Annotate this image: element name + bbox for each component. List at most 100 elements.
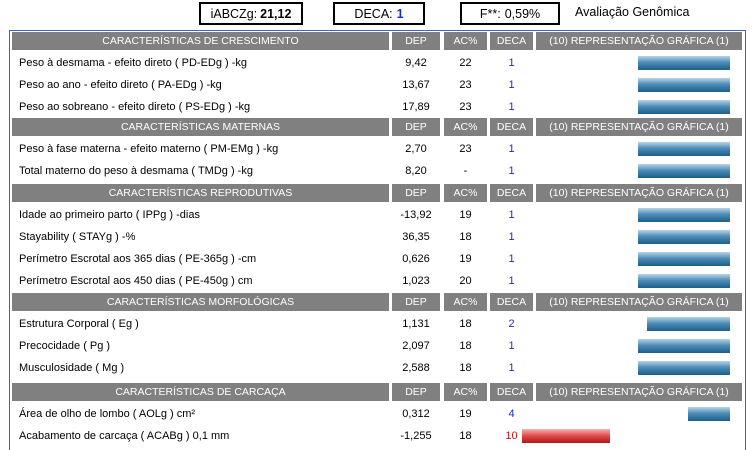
deca-value: 1 (508, 209, 515, 221)
accuracy-value: - (463, 165, 468, 177)
dep-value: -1,255 (400, 430, 432, 442)
column-header-dep: DEP (392, 383, 440, 401)
trait-row: Perímetro Escrotal aos 450 dias ( PE-450… (12, 271, 742, 291)
deca-value: 1 (508, 143, 515, 155)
trait-row: Idade ao primeiro parto ( IPPg ) -dias -1… (12, 205, 742, 225)
column-header-graph: (10) REPRESENTAÇÃO GRÁFICA (1) (536, 293, 742, 311)
deca-value: 10 (505, 430, 518, 442)
trait-row: Acabamento de carcaça ( ACABg ) 0,1 mm -1… (12, 426, 742, 446)
trait-label: Peso à desmama - efeito direto ( PD-EDg … (19, 57, 248, 69)
trait-label: Idade ao primeiro parto ( IPPg ) -dias (19, 209, 200, 221)
accuracy-value: 19 (459, 209, 472, 221)
deca-value: 1 (508, 362, 515, 374)
deca-bar (638, 164, 730, 178)
dep-value: 13,67 (402, 79, 430, 91)
deca-bar (638, 142, 730, 156)
column-header-dep: DEP (392, 293, 440, 311)
section-title: CARACTERÍSTICAS REPRODUTIVAS (12, 184, 389, 202)
section-title: CARACTERÍSTICAS DE CRESCIMENTO (12, 32, 389, 50)
iabczg-box: iABCZg: 21,12 (199, 2, 303, 25)
column-header-deca: DECA (490, 118, 533, 136)
deca-value: 1 (508, 275, 515, 287)
deca-label: DECA: (354, 6, 393, 21)
inbreeding-value: 0,59% (504, 6, 541, 21)
trait-label: Perímetro Escrotal aos 450 dias ( PE-450… (19, 275, 253, 287)
deca-bar-red (522, 429, 610, 443)
evaluation-title: Avaliação Genômica (575, 5, 690, 19)
deca-bar (638, 339, 730, 353)
column-header-dep: DEP (392, 184, 440, 202)
accuracy-value: 23 (459, 143, 472, 155)
deca-bar (638, 252, 730, 266)
column-header-ac: AC% (444, 383, 487, 401)
deca-bar (638, 361, 730, 375)
section-title: CARACTERÍSTICAS MORFOLÓGICAS (12, 293, 389, 311)
deca-bar (638, 100, 730, 114)
inbreeding-label: F**: (479, 6, 501, 21)
trait-row: Estrutura Corporal ( Eg ) 1,131 18 2 (12, 314, 742, 334)
deca-value: 1 (396, 6, 404, 21)
column-header-graph: (10) REPRESENTAÇÃO GRÁFICA (1) (536, 32, 742, 50)
trait-label: Peso à fase materna - efeito materno ( P… (19, 143, 279, 155)
dep-value: 1,023 (402, 275, 430, 287)
trait-label: Peso ao sobreano - efeito direto ( PS-ED… (19, 101, 251, 113)
dep-value: 9,42 (405, 57, 427, 69)
deca-bar (638, 230, 730, 244)
trait-row: Total materno do peso à desmama ( TMDg )… (12, 161, 742, 181)
iabczg-value: 21,12 (260, 6, 292, 21)
dep-value: 8,20 (405, 165, 427, 177)
accuracy-value: 23 (459, 79, 472, 91)
dep-value: 2,588 (402, 362, 430, 374)
dep-value: 36,35 (402, 231, 430, 243)
trait-row: Stayability ( STAYg ) -% 36,35 18 1 (12, 227, 742, 247)
inbreeding-box: F**: 0,59% (460, 2, 560, 25)
trait-label: Peso ao ano - efeito direto ( PA-EDg ) -… (19, 79, 222, 91)
deca-value: 1 (508, 340, 515, 352)
deca-value: 1 (508, 165, 515, 177)
trait-row: Precocidade ( Pg ) 2,097 18 1 (12, 336, 742, 356)
trait-row: Peso ao ano - efeito direto ( PA-EDg ) -… (12, 75, 742, 95)
trait-row: Área de olho de lombo ( AOLg ) cm² 0,312 1… (12, 404, 742, 424)
trait-label: Total materno do peso à desmama ( TMDg )… (19, 165, 253, 177)
dep-value: 2,70 (405, 143, 427, 155)
trait-row: Perímetro Escrotal aos 365 dias ( PE-365… (12, 249, 742, 269)
section-title: CARACTERÍSTICAS DE CARCAÇA (12, 383, 389, 401)
column-header-graph: (10) REPRESENTAÇÃO GRÁFICA (1) (536, 184, 742, 202)
column-header-dep: DEP (392, 118, 440, 136)
deca-value: 1 (508, 253, 515, 265)
column-header-dep: DEP (392, 32, 440, 50)
deca-value: 4 (508, 408, 515, 420)
trait-label: Perímetro Escrotal aos 365 dias ( PE-365… (19, 253, 257, 265)
dep-value: 2,097 (402, 340, 430, 352)
dep-value: -13,92 (400, 209, 432, 221)
column-header-ac: AC% (444, 184, 487, 202)
deca-value: 1 (508, 101, 515, 113)
column-header-deca: DECA (490, 32, 533, 50)
dep-value: 0,312 (402, 408, 430, 420)
section-title: CARACTERÍSTICAS MATERNAS (12, 118, 389, 136)
column-header-deca: DECA (490, 184, 533, 202)
deca-bar (638, 78, 730, 92)
column-header-ac: AC% (444, 293, 487, 311)
trait-label: Stayability ( STAYg ) -% (19, 231, 136, 243)
accuracy-value: 19 (459, 408, 472, 420)
evaluation-frame (9, 30, 746, 450)
trait-label: Musculosidade ( Mg ) (19, 362, 125, 374)
deca-bar (688, 407, 730, 421)
accuracy-value: 23 (459, 101, 472, 113)
column-header-graph: (10) REPRESENTAÇÃO GRÁFICA (1) (536, 118, 742, 136)
deca-value: 2 (508, 318, 515, 330)
accuracy-value: 18 (459, 340, 472, 352)
column-header-deca: DECA (490, 293, 533, 311)
trait-row: Peso ao sobreano - efeito direto ( PS-ED… (12, 97, 742, 117)
deca-value: 1 (508, 57, 515, 69)
accuracy-value: 18 (459, 430, 472, 442)
column-header-deca: DECA (490, 383, 533, 401)
deca-bar (638, 274, 730, 288)
trait-row: Peso à desmama - efeito direto ( PD-EDg … (12, 53, 742, 73)
trait-row: Musculosidade ( Mg ) 2,588 18 1 (12, 358, 742, 378)
accuracy-value: 18 (459, 231, 472, 243)
deca-bar (638, 56, 730, 70)
trait-row: Peso à fase materna - efeito materno ( P… (12, 139, 742, 159)
column-header-ac: AC% (444, 118, 487, 136)
